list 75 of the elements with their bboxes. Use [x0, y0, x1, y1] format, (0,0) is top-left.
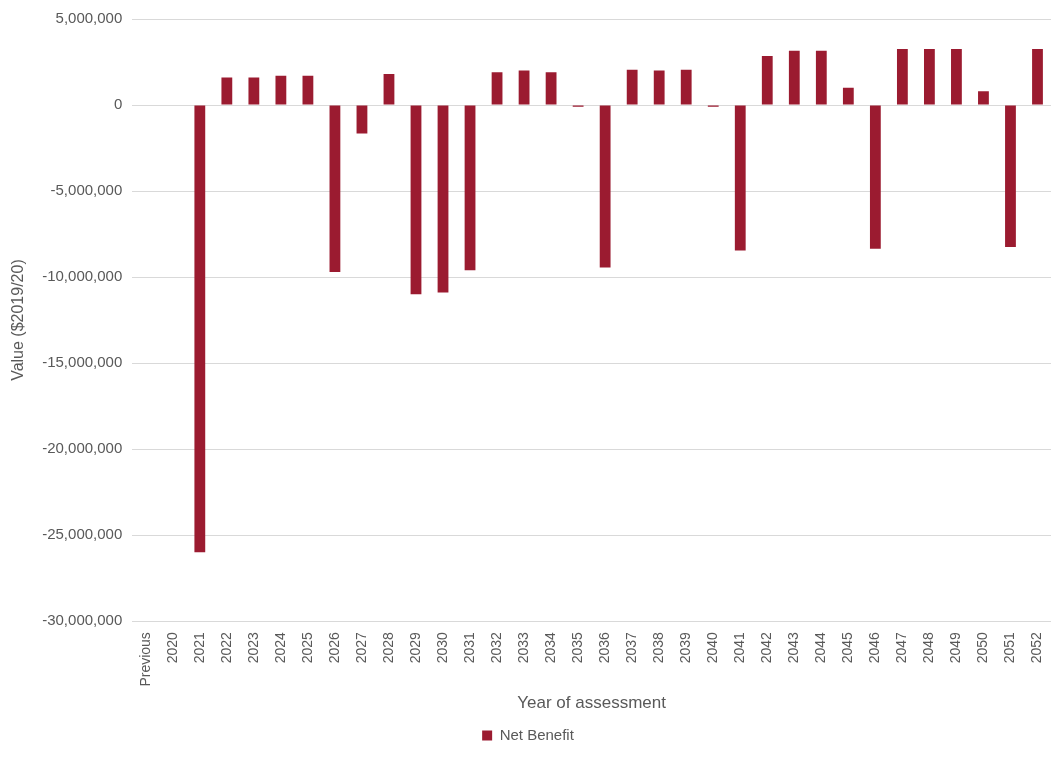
bar	[599, 105, 611, 268]
bar	[437, 105, 449, 293]
x-tick-label: 2020	[163, 631, 180, 664]
x-tick-label: 2033	[514, 631, 531, 664]
bar	[491, 72, 503, 105]
x-tick-label: 2035	[568, 631, 585, 664]
x-tick-label: 2049	[947, 631, 964, 664]
x-tick-label: 2039	[677, 631, 694, 664]
bar	[221, 77, 233, 105]
y-tick-label: -20,000,000	[42, 439, 123, 457]
y-tick-label: -25,000,000	[42, 525, 123, 543]
bar	[788, 50, 800, 105]
bar	[329, 105, 341, 272]
bar	[383, 74, 395, 105]
x-tick-label: 2031	[460, 631, 477, 664]
x-tick-label: 2037	[623, 631, 640, 664]
x-tick-label: 2025	[298, 631, 315, 664]
bar	[924, 49, 935, 105]
x-tick-label: 2042	[758, 631, 775, 664]
y-tick-label: -30,000,000	[42, 611, 123, 629]
bar	[545, 72, 557, 105]
bar	[978, 91, 989, 105]
x-tick-label: 2046	[866, 631, 883, 664]
x-tick-label: 2032	[487, 631, 504, 664]
bar	[1032, 49, 1043, 105]
x-tick-label: 2026	[325, 631, 342, 664]
y-tick-label: 5,000,000	[55, 9, 123, 27]
y-tick-label: -5,000,000	[50, 181, 123, 199]
x-tick-label: 2029	[406, 631, 423, 664]
x-tick-label: 2043	[785, 631, 802, 664]
y-tick-label: 0	[113, 95, 123, 113]
y-axis-title: Value ($2019/20)	[9, 259, 27, 381]
x-axis-title: Year of assessment	[517, 693, 667, 713]
bar	[896, 49, 908, 105]
bar	[951, 49, 962, 105]
y-tick-label: -10,000,000	[42, 267, 123, 285]
bar	[518, 70, 530, 105]
x-tick-label: 2038	[650, 631, 667, 664]
x-tick-label: 2022	[217, 631, 234, 664]
bar	[626, 69, 638, 105]
x-tick-label: 2045	[839, 631, 856, 664]
bar	[356, 105, 368, 134]
x-tick-label: 2036	[596, 631, 612, 664]
bar	[410, 105, 422, 295]
x-tick-label: 2034	[541, 631, 558, 664]
bar	[275, 75, 287, 105]
x-tick-label: 2027	[352, 631, 369, 664]
bar	[842, 87, 854, 105]
bar	[194, 105, 206, 553]
bar	[248, 77, 260, 105]
x-tick-label: 2023	[244, 631, 261, 664]
x-tick-label: 2048	[920, 631, 937, 664]
bar	[464, 105, 476, 271]
legend-label: Net Benefit	[499, 725, 575, 743]
bar	[680, 69, 692, 105]
x-tick-label: 2028	[379, 631, 396, 664]
bar	[761, 55, 773, 105]
x-tick-label: 2050	[974, 631, 991, 664]
x-tick-label: 2047	[893, 631, 910, 664]
x-tick-label: 2024	[271, 631, 288, 664]
x-tick-label: 2030	[433, 631, 450, 664]
x-tick-label: 2041	[731, 631, 748, 664]
x-tick-label: 2044	[812, 631, 829, 664]
bar	[815, 50, 827, 105]
bar	[653, 70, 665, 105]
x-tick-label: 2021	[190, 631, 207, 664]
bar	[869, 105, 881, 249]
x-tick-label: 2052	[1028, 631, 1045, 664]
x-tick-label: 2040	[704, 631, 721, 664]
x-tick-label: Previous	[136, 632, 153, 687]
bar	[1005, 105, 1016, 247]
x-tick-label: 2051	[1001, 631, 1018, 664]
bar	[302, 75, 314, 105]
y-tick-label: -15,000,000	[42, 353, 123, 371]
bar	[734, 105, 746, 251]
